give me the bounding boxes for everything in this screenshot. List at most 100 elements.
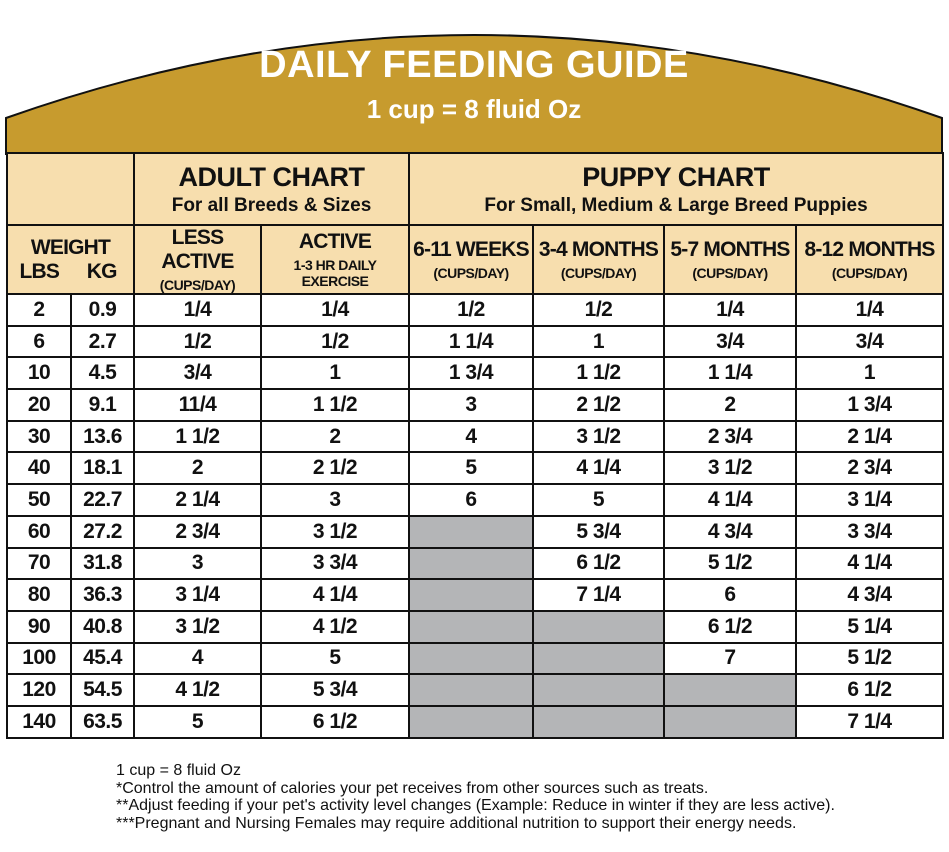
cell: 1/2 (133, 324, 262, 359)
cell: 3 1/2 (663, 451, 798, 486)
cell: 5 (259, 641, 411, 676)
group-subtitle: For all Breeds & Sizes (171, 194, 372, 216)
footnotes: 1 cup = 8 fluid Oz *Control the amount of… (116, 762, 835, 832)
cell: 4 (408, 419, 535, 454)
empty-cell (532, 704, 666, 739)
column-header: ACTIVE 1-3 HR DAILY EXERCISE (259, 224, 411, 295)
cell: 2 (259, 419, 411, 454)
empty-cell (663, 704, 798, 739)
cell: 2 3/4 (663, 419, 798, 454)
cell: 1 1/4 (663, 356, 798, 391)
cell: 1 1/4 (408, 324, 535, 359)
cell: 1/2 (259, 324, 411, 359)
cell: 1 1/2 (133, 419, 262, 454)
data-row: 40 18.1 2 2 1/2 5 4 1/4 3 1/2 2 3/4 (6, 451, 945, 486)
cell: 40 (6, 451, 72, 486)
feeding-table: ADULT CHART For all Breeds & Sizes PUPPY … (6, 152, 945, 739)
data-row: 20 9.1 11/4 1 1/2 3 2 1/2 2 1 3/4 (6, 388, 945, 422)
empty-cell (408, 673, 535, 707)
empty-cell (532, 641, 666, 676)
cell: 1 1/2 (532, 356, 666, 391)
cell: 11/4 (133, 388, 262, 422)
cell: 63.5 (70, 704, 135, 739)
cell: 6 1/2 (259, 704, 411, 739)
cell: 90 (6, 609, 72, 644)
cell: 13.6 (70, 419, 135, 454)
data-row: 90 40.8 3 1/2 4 1/2 6 1/2 5 1/4 (6, 609, 945, 644)
group-title: ADULT CHART (178, 161, 365, 192)
data-row: 2 0.9 1/4 1/4 1/2 1/2 1/4 1/4 (6, 293, 945, 327)
cell: 6 1/2 (795, 673, 945, 707)
cell: 2 1/2 (532, 388, 666, 422)
cell: 1 3/4 (795, 388, 945, 422)
cell: 120 (6, 673, 72, 707)
footnote: ***Pregnant and Nursing Females may requ… (116, 814, 797, 832)
footnote: 1 cup = 8 fluid Oz (116, 762, 241, 779)
empty-cell (408, 641, 535, 676)
data-row: 60 27.2 2 3/4 3 1/2 5 3/4 4 3/4 3 3/4 (6, 514, 945, 549)
column-label: 8-12 MONTHS (804, 238, 935, 261)
column-sub: (CUPS/DAY) (159, 277, 236, 293)
column-label: LBS (19, 259, 60, 283)
column-header: LESS ACTIVE (CUPS/DAY) (133, 224, 262, 295)
cell: 3 3/4 (795, 514, 945, 549)
cell: 5 3/4 (259, 673, 411, 707)
column-label: 6-11 WEEKS (413, 238, 530, 261)
cell: 3/4 (795, 324, 945, 359)
data-row: 80 36.3 3 1/4 4 1/4 7 1/4 6 4 3/4 (6, 578, 945, 612)
empty-cell (408, 609, 535, 644)
weight-label: WEIGHT (30, 235, 111, 259)
cell: 6 (408, 483, 535, 517)
cell: 4 3/4 (663, 514, 798, 549)
empty-cell (532, 673, 666, 707)
subtitle: 1 cup = 8 fluid Oz (366, 94, 582, 124)
group-title: PUPPY CHART (582, 161, 770, 192)
cell: 4 1/2 (259, 609, 411, 644)
empty-cell (532, 609, 666, 644)
cell: 1 (795, 356, 945, 391)
cell: 30 (6, 419, 72, 454)
empty-cell (408, 546, 535, 581)
column-label: 5-7 MONTHS (670, 238, 790, 261)
column-label: 3-4 MONTHS (538, 238, 659, 261)
group-header: ADULT CHART For all Breeds & Sizes (132, 152, 411, 226)
column-sub: (CUPS/DAY) (433, 265, 509, 281)
cell: 3 1/4 (795, 483, 945, 517)
empty-cell (408, 578, 535, 612)
cell: 1 3/4 (408, 356, 535, 391)
cell: 80 (6, 578, 72, 612)
data-row: 6 2.7 1/2 1/2 1 1/4 1 3/4 3/4 (6, 324, 945, 359)
cell: 7 1/4 (795, 704, 945, 739)
data-row: 10 4.5 3/4 1 1 3/4 1 1/2 1 1/4 1 (6, 356, 945, 391)
footnote: **Adjust feeding if your pet's activity … (116, 797, 835, 814)
cell: 1/4 (795, 293, 945, 327)
cell: 5 (408, 451, 535, 486)
cell: 1 (259, 356, 411, 391)
cell: 3 1/2 (259, 514, 411, 549)
cell: 6 1/2 (663, 609, 798, 644)
cell: 4 1/2 (133, 673, 262, 707)
cell: 4.5 (70, 356, 135, 391)
cell: 3 1/2 (532, 419, 666, 454)
group-header: PUPPY CHART For Small, Medium & Large Bre… (408, 152, 945, 226)
column-header: 3-4 MONTHS (CUPS/DAY) (532, 224, 666, 295)
cell: 3 (259, 483, 411, 517)
cell: 3 (133, 546, 262, 581)
cell: 6 (6, 324, 72, 359)
cell: 36.3 (70, 578, 135, 612)
cell: 140 (6, 704, 72, 739)
cell: 2 (6, 293, 72, 327)
cell: 1/4 (663, 293, 798, 327)
empty-cell (408, 704, 535, 739)
cell: 22.7 (70, 483, 135, 517)
cell: 4 1/4 (532, 451, 666, 486)
cell: 1/4 (133, 293, 262, 327)
cell: 0.9 (70, 293, 135, 327)
cell: 5 (133, 704, 262, 739)
cell: 54.5 (70, 673, 135, 707)
cell: 4 (133, 641, 262, 676)
cell: 100 (6, 641, 72, 676)
cell: 7 (663, 641, 798, 676)
cell: 45.4 (70, 641, 135, 676)
cell: 6 1/2 (532, 546, 666, 581)
